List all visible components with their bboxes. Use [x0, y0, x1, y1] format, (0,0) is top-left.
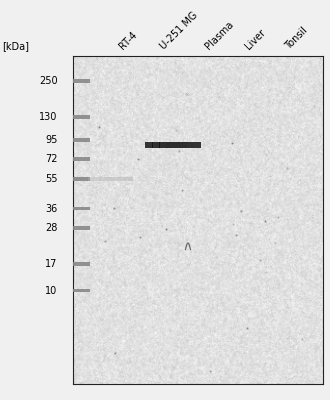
Bar	[73, 115, 90, 119]
Text: Liver: Liver	[243, 27, 267, 51]
Text: Tonsil: Tonsil	[283, 25, 310, 51]
Bar	[187, 142, 194, 148]
Bar	[159, 142, 166, 148]
Bar	[194, 142, 201, 148]
Bar	[145, 142, 153, 148]
Bar	[173, 142, 180, 148]
Text: 95: 95	[45, 135, 57, 145]
Bar	[166, 142, 173, 148]
Text: 130: 130	[39, 112, 57, 122]
Text: Plasma: Plasma	[203, 19, 235, 51]
Text: 10: 10	[45, 286, 57, 296]
Text: 250: 250	[39, 76, 57, 86]
Bar	[73, 79, 90, 82]
Bar	[88, 177, 133, 181]
Bar	[73, 206, 90, 210]
Text: 55: 55	[45, 174, 57, 184]
Bar	[152, 142, 160, 148]
Text: RT-4: RT-4	[118, 29, 140, 51]
Text: 72: 72	[45, 154, 57, 164]
Bar	[73, 262, 90, 266]
Text: 36: 36	[45, 204, 57, 214]
Text: U-251 MG: U-251 MG	[158, 10, 199, 51]
Text: 17: 17	[45, 259, 57, 269]
Text: 28: 28	[45, 223, 57, 233]
Bar	[73, 138, 90, 142]
Bar	[73, 177, 90, 181]
Bar	[73, 157, 90, 161]
Bar	[73, 288, 90, 292]
Bar	[180, 142, 187, 148]
Text: [kDa]: [kDa]	[2, 41, 29, 51]
Bar	[73, 226, 90, 230]
